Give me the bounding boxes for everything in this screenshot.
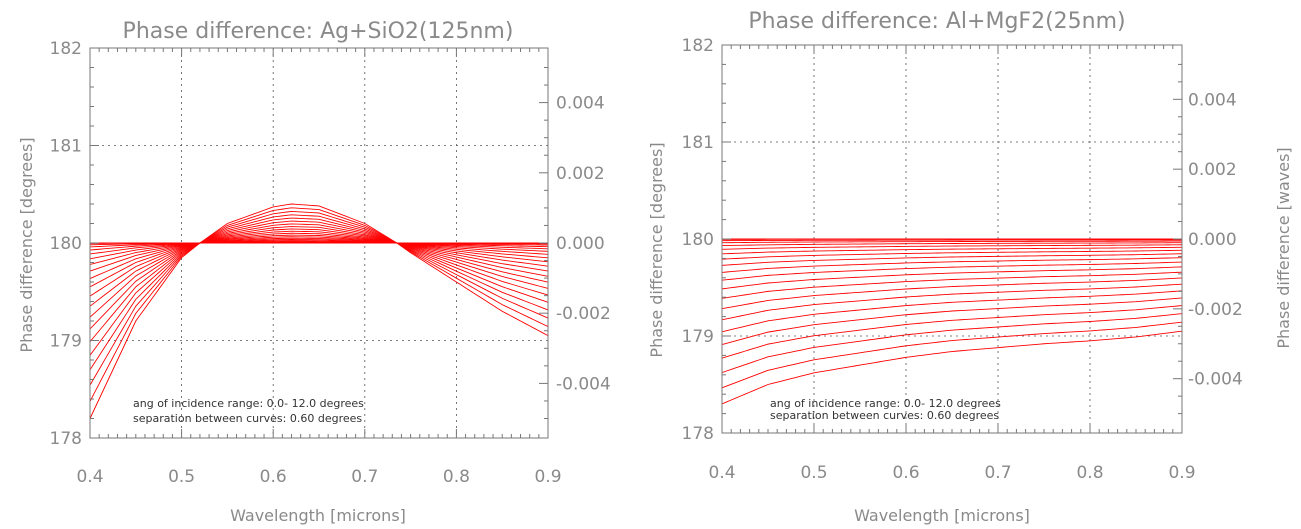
annotation-angle-range: ang of incidence range: 0.0- 12.0 degree… <box>770 397 1001 410</box>
x-axis-label: Wavelength [microns] <box>854 506 1030 525</box>
plot-area: 0.4 0.5 0.6 0.7 0.8 0.9 178 179 180 181 182 -0.004 -… <box>682 36 1243 483</box>
x-tick-label: 0.6 <box>260 467 287 487</box>
y-tick-label: 179 <box>682 327 714 347</box>
series-curve-6 <box>721 246 1183 255</box>
series-curve-12 <box>89 228 549 307</box>
annotation-separation: separation between curves: 0.60 degrees <box>770 409 999 422</box>
x-axis-label: Wavelength [microns] <box>230 506 406 525</box>
y2-tick-label: -0.004 <box>1188 370 1243 390</box>
y-axis-label: Phase difference [degrees] <box>647 142 666 357</box>
series-curve-5 <box>721 244 1183 250</box>
x-tick-label: 0.7 <box>984 463 1011 483</box>
y-tick-label: 178 <box>50 429 82 449</box>
y-tick-label: 182 <box>50 39 82 59</box>
x-tick-label: 0.4 <box>708 463 735 483</box>
y2-tick-label: -0.002 <box>556 304 611 324</box>
x-tick-label: 0.9 <box>534 467 561 487</box>
series-curve-19 <box>721 321 1183 389</box>
series-curve-11 <box>721 266 1183 290</box>
series-curve-15 <box>89 220 549 343</box>
x-tick-label: 0.5 <box>800 463 827 483</box>
annotation-separation: separation between curves: 0.60 degrees <box>133 412 362 425</box>
series-curve-14 <box>89 223 549 330</box>
x-tick-label: 0.8 <box>1076 463 1103 483</box>
series-curve-19 <box>89 207 549 402</box>
x-tick-label: 0.7 <box>351 467 378 487</box>
series-curve-3 <box>89 241 549 248</box>
y2-tick-label: 0.004 <box>1188 90 1237 110</box>
y-tick-label: 181 <box>682 133 714 153</box>
series-curve-20 <box>89 203 549 419</box>
series-curve-14 <box>721 283 1183 321</box>
y-axis-label: Phase difference [degrees] <box>17 137 36 352</box>
y-tick-label: 180 <box>682 230 714 250</box>
plot-area: 0.4 0.5 0.6 0.7 0.8 0.9 178 179 180 181 182 -0.004 -… <box>50 39 611 487</box>
series-curve-7 <box>89 237 549 265</box>
series-curve-13 <box>721 277 1183 310</box>
x-tick-label: 0.9 <box>1168 463 1195 483</box>
annotation-angle-range: ang of incidence range: 0.0- 12.0 degree… <box>133 397 364 410</box>
chart-al-mgf2: Phase difference: Al+MgF2(25nm) Phase di… <box>647 9 1293 525</box>
series-curve-15 <box>721 290 1183 333</box>
series-curve-18 <box>721 313 1183 373</box>
x-tick-label: 0.6 <box>892 463 919 483</box>
series-curve-8 <box>89 236 549 272</box>
y2-tick-label: 0.002 <box>556 164 605 184</box>
series-curve-18 <box>89 210 549 386</box>
series-curve-5 <box>89 240 549 255</box>
y-tick-label: 179 <box>50 332 82 352</box>
series-curve-8 <box>721 253 1183 266</box>
series-curve-17 <box>721 305 1183 359</box>
series-curve-20 <box>721 330 1183 405</box>
y-tick-label: 178 <box>682 424 714 444</box>
x-tick-label: 0.4 <box>76 467 103 487</box>
series-curve-13 <box>89 226 549 318</box>
series-curve-16 <box>89 217 549 356</box>
chart-title: Phase difference: Al+MgF2(25nm) <box>748 9 1125 34</box>
series-curve-4 <box>721 242 1183 247</box>
chart-title: Phase difference: Ag+SiO2(125nm) <box>123 19 514 44</box>
series-curve-17 <box>89 214 549 371</box>
y2-tick-label: -0.002 <box>1188 300 1243 320</box>
y-tick-label: 181 <box>50 137 82 157</box>
series-curve-10 <box>89 232 549 288</box>
y-tick-label: 180 <box>50 234 82 254</box>
series-curve-4 <box>89 240 549 251</box>
series-curve-16 <box>721 297 1183 345</box>
series-curve-12 <box>721 271 1183 299</box>
series-curve-11 <box>89 230 549 297</box>
y2-tick-label: -0.004 <box>556 374 611 394</box>
chart-ag-sio2: Phase difference: Ag+SiO2(125nm) Phase d… <box>17 19 611 525</box>
series-curve-9 <box>721 257 1183 273</box>
series-curve-10 <box>721 261 1183 281</box>
y2-axis-label: Phase difference [waves] <box>1274 147 1293 348</box>
series-curve-2 <box>721 239 1183 242</box>
y2-tick-label: 0.004 <box>556 94 605 114</box>
x-tick-label: 0.5 <box>168 467 195 487</box>
series-curve-3 <box>721 240 1183 244</box>
y2-tick-label: 0.002 <box>1188 160 1237 180</box>
series-curve-9 <box>89 234 549 279</box>
series-curve-7 <box>721 249 1183 260</box>
y2-tick-label: 0.000 <box>556 234 605 254</box>
y2-tick-label: 0.000 <box>1188 230 1237 250</box>
x-tick-label: 0.8 <box>443 467 470 487</box>
y-tick-label: 182 <box>682 36 714 56</box>
series-curve-6 <box>89 239 549 260</box>
